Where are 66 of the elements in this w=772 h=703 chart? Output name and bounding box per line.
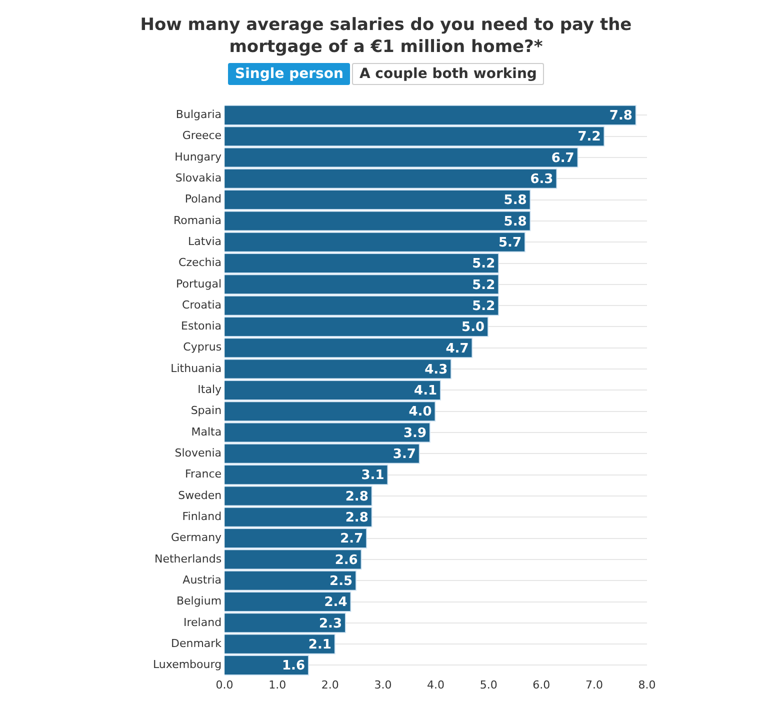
data-label: 2.6 [334, 552, 358, 568]
data-label: 4.0 [408, 404, 432, 420]
y-tick-label: Bulgaria [176, 108, 222, 122]
y-tick-label: Lithuania [170, 362, 222, 375]
data-label: 3.1 [361, 468, 384, 484]
data-label: 3.9 [403, 426, 426, 441]
y-tick-label: Denmark [170, 636, 222, 650]
y-tick-label: Finland [182, 510, 222, 523]
data-label: 5.7 [498, 235, 522, 250]
data-label: 2.1 [308, 637, 332, 652]
y-tick-label: Greece [182, 129, 222, 142]
data-label: 4.7 [446, 341, 469, 356]
y-tick-label: Ireland [184, 616, 222, 629]
y-tick-label: Hungary [174, 150, 222, 164]
data-label: 6.7 [551, 150, 574, 166]
y-tick-label: Romania [173, 214, 222, 227]
data-label: 2.8 [345, 489, 368, 504]
y-tick-label: Italy [198, 383, 222, 396]
data-label: 5.8 [504, 193, 527, 208]
y-tick-label: Czechia [178, 256, 222, 270]
x-tick-label: 7.0 [585, 678, 603, 692]
y-tick-label: Latvia [188, 234, 222, 248]
data-label: 5.2 [472, 298, 496, 314]
y-tick-label: France [184, 468, 222, 481]
y-tick-label: Portugal [176, 277, 222, 290]
x-tick-label: 8.0 [638, 678, 656, 692]
chart-title: How many average salaries do you need to pay the mortgage of a €1 million home?* [139, 14, 633, 58]
x-tick-label: 4.0 [427, 678, 445, 692]
data-label: 3.7 [392, 447, 416, 462]
x-tick-label: 0.0 [216, 678, 234, 692]
y-tick-label: Poland [184, 192, 222, 206]
x-tick-label: 3.0 [374, 678, 392, 692]
data-label: 4.3 [424, 362, 448, 378]
y-tick-label: Cyprus [183, 340, 222, 354]
data-label: 6.3 [530, 172, 554, 188]
data-label: 1.6 [282, 658, 306, 674]
data-label: 2.4 [324, 595, 348, 610]
y-tick-label: Spain [190, 404, 222, 418]
y-tick-label: Belgium [176, 594, 222, 608]
y-tick-label: Sweden [178, 488, 222, 502]
y-tick-label: Germany [170, 531, 222, 544]
x-tick-label: 6.0 [532, 678, 550, 692]
x-tick-label: 2.0 [321, 678, 339, 692]
y-tick-label: Slovakia [175, 172, 222, 185]
data-label: 2.3 [318, 616, 342, 632]
data-label: 7.2 [578, 130, 601, 145]
data-label: 2.5 [330, 574, 353, 589]
data-label: 2.8 [345, 510, 368, 526]
text: Single person [228, 63, 350, 85]
data-label: 2.7 [340, 532, 364, 547]
y-tick-label: Slovenia [174, 446, 222, 460]
data-label: 5.2 [472, 256, 496, 272]
y-tick-label: Netherlands [154, 552, 222, 566]
y-tick-label: Croatia [182, 298, 222, 312]
y-tick-label: Malta [191, 425, 222, 438]
x-tick-label: 5.0 [480, 678, 498, 692]
x-tick-label: 1.0 [268, 678, 286, 692]
y-tick-label: Estonia [181, 320, 222, 333]
data-label: 7.8 [609, 108, 632, 124]
data-label: 5.8 [504, 214, 527, 230]
y-tick-label: Austria [182, 573, 222, 586]
data-label: 5.2 [472, 278, 496, 293]
data-label: 5.0 [462, 320, 485, 336]
y-tick-label: Luxembourg [152, 658, 222, 672]
text: A couple both working [352, 63, 544, 85]
data-label: 4.1 [414, 384, 438, 399]
